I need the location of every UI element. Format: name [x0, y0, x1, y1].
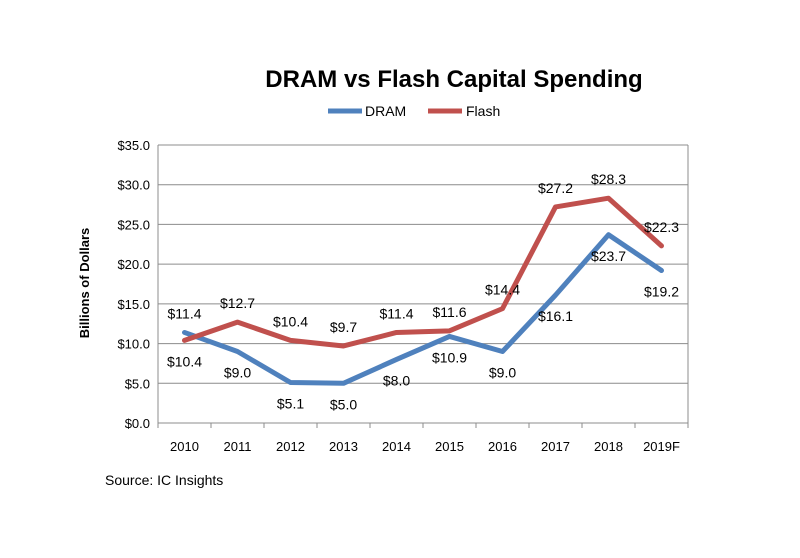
data-label-dram: $16.1 [538, 308, 573, 324]
data-label-flash: $10.4 [167, 353, 202, 369]
data-label-flash: $14.4 [485, 282, 520, 298]
y-tick-label: $30.0 [117, 178, 150, 193]
data-label-flash: $12.7 [220, 295, 255, 311]
data-label-dram: $5.1 [277, 395, 304, 411]
data-label-flash: $11.4 [380, 305, 414, 321]
y-tick-label: $10.0 [117, 337, 150, 352]
x-tick-label: 2012 [276, 439, 305, 454]
data-label-dram: $9.0 [224, 365, 251, 381]
y-tick-label: $15.0 [117, 297, 150, 312]
data-label-dram: $5.0 [330, 396, 357, 412]
data-label-dram: $10.9 [432, 349, 467, 365]
y-tick-labels: $0.0 $5.0 $10.0 $15.0 $20.0 $25.0 $30.0 $35.0 [117, 138, 150, 431]
y-tick-label: $25.0 [117, 217, 150, 232]
data-label-flash: $22.3 [644, 219, 679, 235]
x-tick-label: 2019F [643, 439, 680, 454]
data-label-dram: $9.0 [489, 365, 516, 381]
chart-title: DRAM vs Flash Capital Spending [265, 66, 642, 93]
legend-label-flash: Flash [466, 103, 500, 119]
data-label-flash: $9.7 [330, 319, 357, 335]
y-tick-label: $5.0 [125, 376, 150, 391]
series-line-flash [182, 195, 664, 349]
x-tick-label: 2016 [488, 439, 517, 454]
data-label-dram: $23.7 [591, 248, 626, 264]
data-label-flash: $11.6 [433, 304, 467, 320]
data-label-dram: $8.0 [383, 372, 410, 388]
series-lines [182, 195, 664, 386]
data-label-dram: $11.4 [168, 305, 202, 321]
y-tick-label: $20.0 [117, 257, 150, 272]
x-tick-labels: 2010 2011 2012 2013 2014 2015 2016 2017 2018 2019… [170, 439, 680, 454]
data-label-flash: $10.4 [273, 313, 308, 329]
data-labels: $11.4 $9.0 $5.1 $5.0 $8.0 $10.9 $9.0 $16.1 $23.7… [167, 171, 679, 412]
x-tick-label: 2014 [382, 439, 411, 454]
gridlines [157, 144, 689, 428]
x-tick-label: 2017 [541, 439, 570, 454]
data-label-flash: $27.2 [538, 180, 573, 196]
y-tick-label: $0.0 [125, 416, 150, 431]
x-tick-label: 2015 [435, 439, 464, 454]
x-tick-label: 2011 [224, 439, 252, 454]
y-axis-label: Billions of Dollars [77, 228, 92, 339]
source-note: Source: IC Insights [105, 472, 223, 488]
x-tick-label: 2018 [594, 439, 623, 454]
legend-label-dram: DRAM [365, 103, 406, 119]
data-label-flash: $28.3 [591, 171, 626, 187]
x-tick-label: 2010 [170, 439, 199, 454]
legend: DRAM Flash [328, 103, 500, 119]
y-tick-label: $35.0 [117, 138, 150, 153]
x-tick-label: 2013 [329, 439, 358, 454]
series-line-dram [182, 232, 664, 386]
data-label-dram: $19.2 [644, 283, 679, 299]
